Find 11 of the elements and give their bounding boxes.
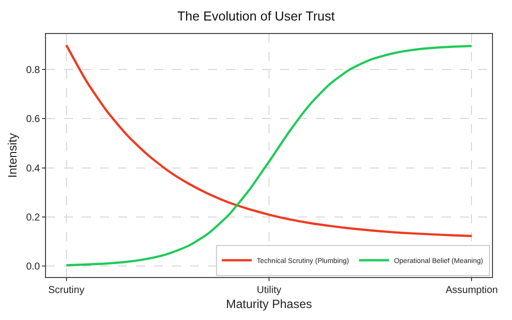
x-tick-label: Scrutiny [48,285,84,296]
y-tick-label: 0.2 [26,212,40,224]
y-tick-label: 0.0 [26,261,40,272]
y-tick-label: 0.8 [26,65,40,76]
y-axis-title: Intensity [5,133,20,178]
x-axis-title: Maturity Phases [226,296,312,311]
x-tick-label: Assumption [446,285,498,296]
x-tick-label: Utility [256,285,282,296]
y-tick-label: 0.6 [26,114,40,126]
y-tick-label: 0.4 [26,163,40,174]
chart-title: The Evolution of User Trust [177,8,336,24]
